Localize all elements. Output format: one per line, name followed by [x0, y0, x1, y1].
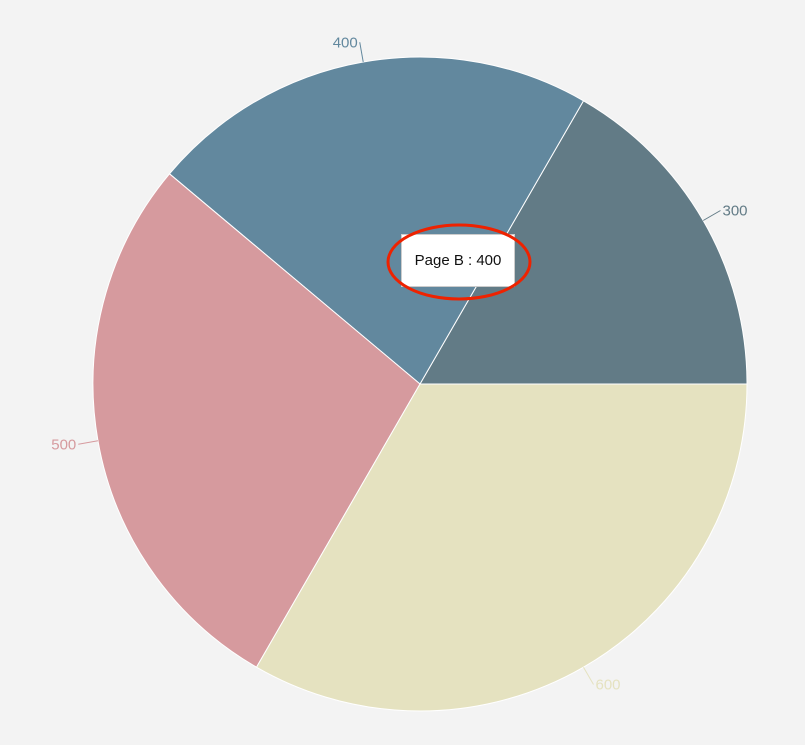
label-leader-line: [78, 440, 99, 445]
slice-data-label: 600: [596, 677, 621, 694]
pie-slice[interactable]: [255, 383, 748, 712]
tooltip: Page B : 400: [401, 234, 515, 287]
slice-data-label: 300: [723, 203, 748, 220]
label-leader-line: [583, 666, 594, 685]
label-leader-line: [359, 42, 364, 63]
label-leader-line: [702, 210, 721, 221]
slice-data-label: 400: [333, 34, 358, 51]
pie-slice[interactable]: [168, 56, 585, 385]
slice-data-label: 500: [51, 436, 76, 453]
tooltip-text: Page B : 400: [414, 252, 502, 269]
pie-slice[interactable]: [419, 100, 748, 385]
